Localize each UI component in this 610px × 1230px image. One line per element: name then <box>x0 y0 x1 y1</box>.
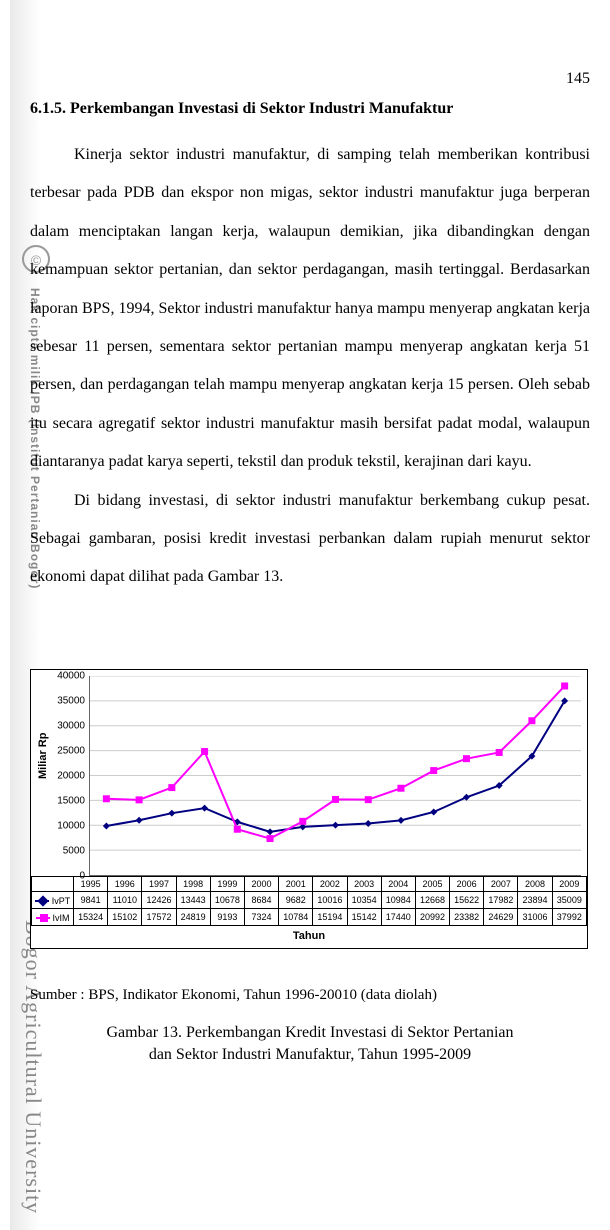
table-header-cell: 1999 <box>210 877 244 892</box>
table-cell: 12426 <box>142 892 176 909</box>
table-row: 1995199619971998199920002001200220032004… <box>32 877 587 892</box>
caption-line-1: Gambar 13. Perkembangan Kredit Investasi… <box>107 1024 514 1041</box>
plot-area: Miliar Rp 050001000015000200002500030000… <box>31 670 587 876</box>
table-cell: 10354 <box>347 892 381 909</box>
table-cell: 15102 <box>108 909 142 926</box>
chart-svg <box>90 676 581 875</box>
table-cell: 15622 <box>450 892 484 909</box>
table-corner-cell <box>32 877 74 892</box>
table-cell: 9841 <box>74 892 108 909</box>
chart-source: Sumber : BPS, Indikator Ekonomi, Tahun 1… <box>30 987 437 1004</box>
page-number: 145 <box>566 70 590 88</box>
table-header-cell: 2004 <box>381 877 415 892</box>
paragraph-1: Kinerja sektor industri manufaktur, di s… <box>30 136 590 482</box>
y-tick-label: 10000 <box>57 821 85 832</box>
table-header-cell: 2003 <box>347 877 381 892</box>
table-cell: 10678 <box>210 892 244 909</box>
table-header-cell: 1997 <box>142 877 176 892</box>
series-legend-cell: IvPT <box>32 892 74 909</box>
table-cell: 10016 <box>313 892 347 909</box>
y-tick-label: 35000 <box>57 696 85 707</box>
y-tick-label: 15000 <box>57 796 85 807</box>
table-cell: 31006 <box>518 909 552 926</box>
table-header-cell: 2006 <box>450 877 484 892</box>
table-cell: 8684 <box>244 892 278 909</box>
table-cell: 24819 <box>176 909 210 926</box>
table-cell: 17572 <box>142 909 176 926</box>
series-label: IvPT <box>52 896 71 906</box>
series-label: IvIM <box>53 913 70 923</box>
series-legend-cell: IvIM <box>32 909 74 926</box>
y-tick-label: 0 <box>79 871 85 882</box>
y-tick-label: 40000 <box>57 671 85 682</box>
table-header-cell: 2000 <box>244 877 278 892</box>
chart-data-table: 1995199619971998199920002001200220032004… <box>31 876 587 926</box>
table-header-cell: 2005 <box>415 877 449 892</box>
table-header-cell: 1998 <box>176 877 210 892</box>
chart-plot <box>89 676 581 876</box>
table-cell: 7324 <box>244 909 278 926</box>
main-content: 6.1.5. Perkembangan Investasi di Sektor … <box>30 100 590 597</box>
table-cell: 35009 <box>552 892 586 909</box>
table-header-cell: 2002 <box>313 877 347 892</box>
table-cell: 9193 <box>210 909 244 926</box>
table-cell: 24629 <box>484 909 518 926</box>
chart-container: Miliar Rp 0 5000 10000 15000 20000 25000 30000… <box>30 669 588 949</box>
table-cell: 13443 <box>176 892 210 909</box>
table-cell: 11010 <box>108 892 142 909</box>
figure-caption: Gambar 13. Perkembangan Kredit Investasi… <box>30 1022 590 1067</box>
y-tick-label: 20000 <box>57 771 85 782</box>
table-cell: 20992 <box>415 909 449 926</box>
watermark-text-university: Bogor Agricultural University <box>20 920 46 1214</box>
y-tick-label: 25000 <box>57 746 85 757</box>
table-cell: 15324 <box>74 909 108 926</box>
table-cell: 10984 <box>381 892 415 909</box>
y-tick-label: 30000 <box>57 721 85 732</box>
paragraph-2: Di bidang investasi, di sektor industri … <box>30 482 590 597</box>
table-row: IvPT984111010124261344310678868496821001… <box>32 892 587 909</box>
table-header-cell: 2008 <box>518 877 552 892</box>
x-axis-label: Tahun <box>31 926 587 948</box>
y-tick-label: 5000 <box>63 846 85 857</box>
section-heading: 6.1.5. Perkembangan Investasi di Sektor … <box>30 100 590 118</box>
table-cell: 15142 <box>347 909 381 926</box>
table-cell: 12668 <box>415 892 449 909</box>
table-cell: 17982 <box>484 892 518 909</box>
table-cell: 23382 <box>450 909 484 926</box>
table-header-cell: 2009 <box>552 877 586 892</box>
table-cell: 37992 <box>552 909 586 926</box>
table-cell: 9682 <box>279 892 313 909</box>
table-cell: 23894 <box>518 892 552 909</box>
table-cell: 17440 <box>381 909 415 926</box>
table-header-cell: 2007 <box>484 877 518 892</box>
table-cell: 10784 <box>279 909 313 926</box>
table-header-cell: 2001 <box>279 877 313 892</box>
caption-line-2: dan Sektor Industri Manufaktur, Tahun 19… <box>149 1046 471 1063</box>
y-axis-label: Miliar Rp <box>37 676 51 876</box>
table-cell: 15194 <box>313 909 347 926</box>
table-header-cell: 1996 <box>108 877 142 892</box>
y-axis: 0500010000150002000025000300003500040000 <box>51 676 89 876</box>
table-row: IvIM153241510217572248199193732410784151… <box>32 909 587 926</box>
